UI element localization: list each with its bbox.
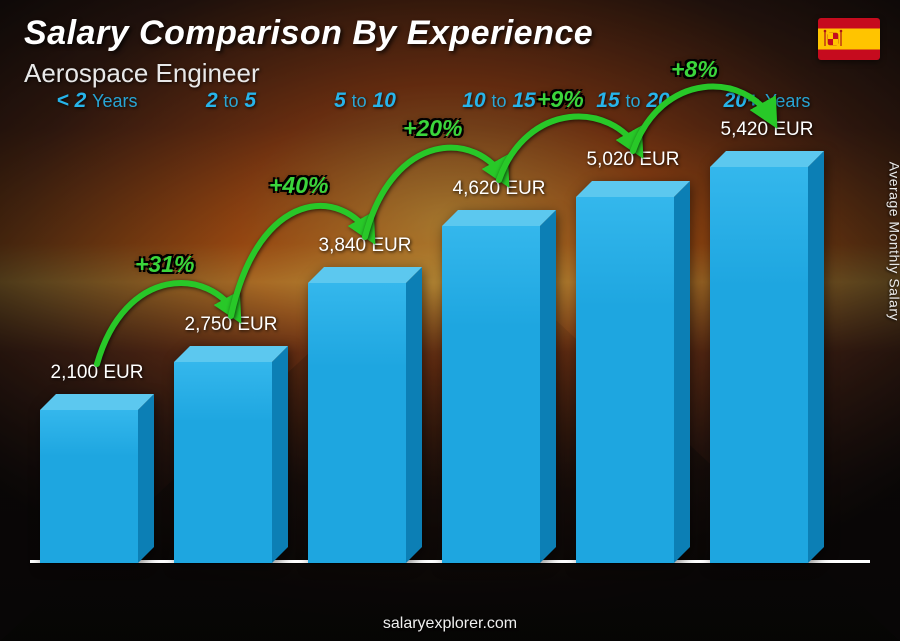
- bar-category-label: 10 to 15: [442, 89, 556, 597]
- growth-label: +20%: [403, 115, 462, 142]
- bar-category-label: 20+ Years: [710, 89, 824, 597]
- country-flag-spain: [818, 18, 880, 60]
- growth-label: +9%: [537, 86, 584, 113]
- bar-chart: 2,100 EUR< 2 Years2,750 EUR2 to 53,840 E…: [40, 83, 860, 563]
- bar-category-label: 15 to 20: [576, 89, 690, 597]
- bar-category-label: 2 to 5: [174, 89, 288, 597]
- chart-title: Salary Comparison By Experience: [24, 14, 593, 53]
- chart-stage: Salary Comparison By Experience Aerospac…: [0, 0, 900, 641]
- footer-attribution: salaryexplorer.com: [0, 615, 900, 633]
- growth-label: +31%: [135, 251, 194, 278]
- bar-category-label: 5 to 10: [308, 89, 422, 597]
- growth-label: +8%: [671, 56, 718, 83]
- growth-label: +40%: [269, 172, 328, 199]
- bar-category-label: < 2 Years: [40, 89, 154, 597]
- y-axis-label: Average Monthly Salary: [886, 161, 900, 320]
